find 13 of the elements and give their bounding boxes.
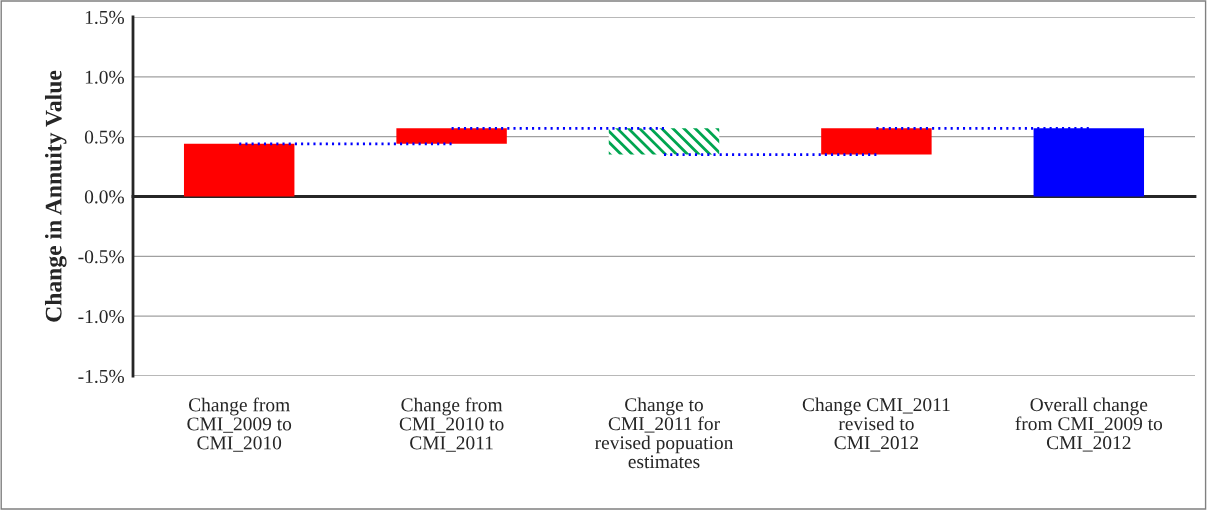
x-tick-label: Overall change from CMI_2009 to CMI_2012 (1015, 397, 1163, 452)
x-tick-label: Change from CMI_2009 to CMI_2010 (187, 397, 292, 452)
y-tick-label: 0.5% (84, 130, 124, 144)
x-tick-label: Change to CMI_2011 for revised popuation estimates (595, 397, 734, 469)
y-tick-label: 0.0% (84, 190, 124, 204)
y-tick-label: -1.5% (78, 369, 125, 384)
y-tick-label: -0.5% (78, 250, 125, 264)
y-tick-label: -1.0% (78, 309, 125, 324)
y-tick-label: 1.0% (85, 70, 124, 84)
x-tick-label: Change CMI_2011 revised to CMI_2012 (802, 397, 950, 452)
y-tick-label: 1.5% (85, 10, 124, 25)
y-axis-title: Change in Annuity Value (44, 70, 67, 322)
x-tick-label: Change from CMI_2010 to CMI_2011 (399, 397, 504, 452)
